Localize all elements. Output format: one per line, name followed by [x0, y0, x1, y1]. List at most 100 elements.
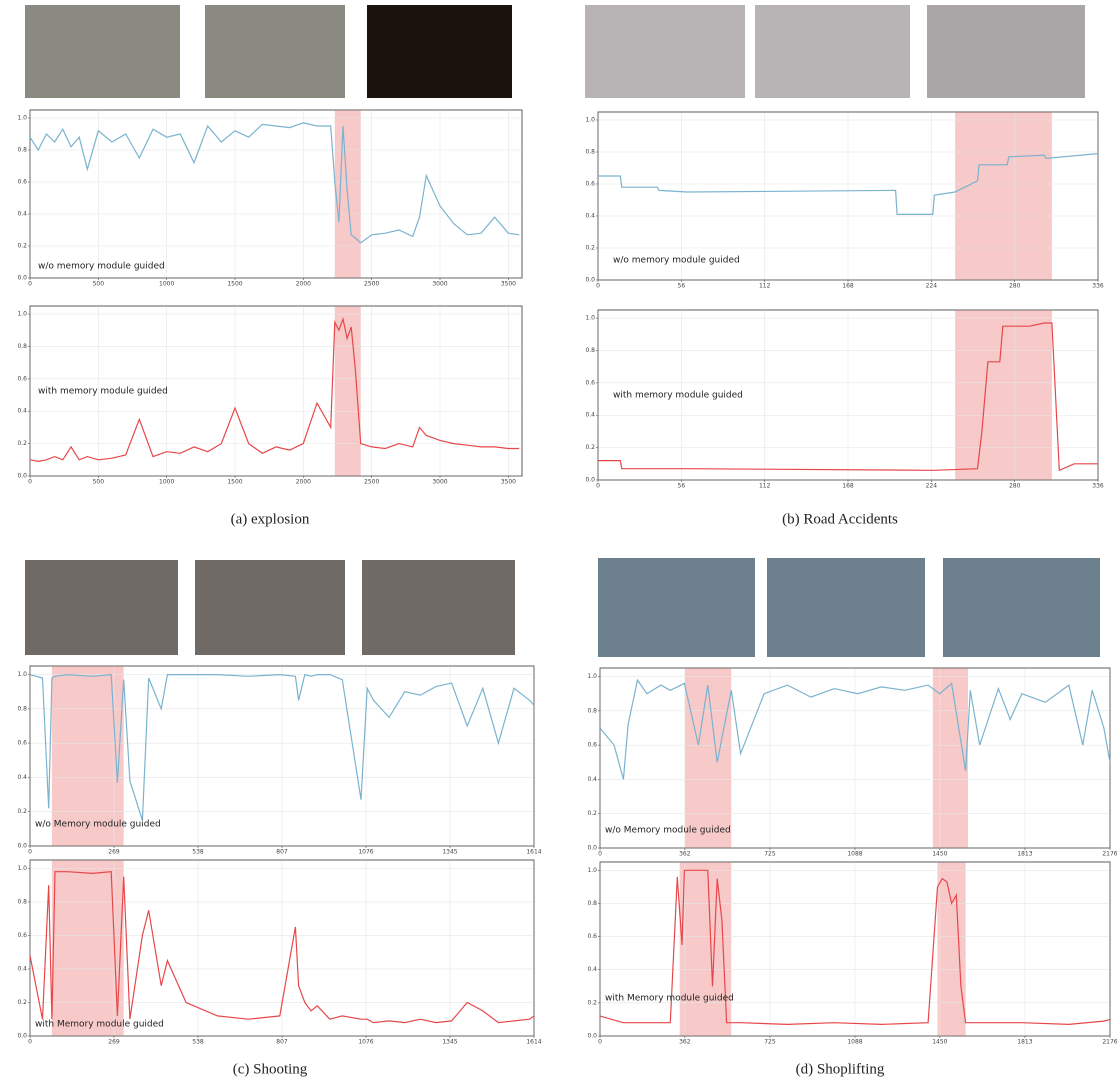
thumbnail — [755, 5, 910, 98]
y-tick-label: 0.8 — [17, 898, 27, 905]
x-tick-label: 1450 — [932, 1039, 947, 1046]
x-tick-label: 725 — [764, 1039, 776, 1046]
anomaly-region — [52, 860, 124, 1036]
x-tick-label: 1000 — [159, 479, 174, 486]
y-tick-label: 1.0 — [17, 865, 27, 872]
x-tick-label: 56 — [678, 483, 686, 490]
y-tick-label: 0.0 — [585, 277, 595, 284]
y-tick-label: 0.6 — [585, 181, 595, 188]
caption: (d) Shoplifting — [796, 1061, 885, 1077]
annotation: w/o Memory module guided — [605, 826, 731, 836]
annotation: w/o Memory module guided — [35, 820, 161, 830]
caption: (c) Shooting — [233, 1061, 308, 1077]
x-tick-label: 1345 — [442, 849, 457, 856]
x-tick-label: 2500 — [364, 281, 379, 288]
x-tick-label: 0 — [598, 851, 602, 858]
y-tick-label: 0.6 — [587, 933, 597, 940]
x-tick-label: 2176 — [1102, 1039, 1117, 1046]
figure: (a) explosion (b) Road Accidents (c) Shoot… — [0, 0, 1117, 1086]
y-tick-label: 0.0 — [17, 843, 27, 850]
y-tick-label: 0.0 — [17, 1033, 27, 1040]
y-tick-label: 0.0 — [587, 1033, 597, 1040]
x-tick-label: 1345 — [442, 1039, 457, 1046]
x-tick-label: 0 — [598, 1039, 602, 1046]
y-tick-label: 0.0 — [585, 477, 595, 484]
x-tick-label: 1076 — [358, 1039, 373, 1046]
y-tick-label: 0.6 — [17, 932, 27, 939]
x-tick-label: 224 — [926, 483, 938, 490]
y-tick-label: 1.0 — [17, 671, 27, 678]
y-tick-label: 0.2 — [587, 999, 597, 1006]
y-tick-label: 0.8 — [587, 900, 597, 907]
thumbnail — [195, 560, 345, 655]
x-tick-label: 1500 — [227, 479, 242, 486]
thumbnail — [767, 558, 925, 657]
y-tick-label: 1.0 — [17, 115, 27, 122]
y-tick-label: 0.8 — [585, 149, 595, 156]
x-tick-label: 2000 — [296, 281, 311, 288]
y-tick-label: 0.2 — [17, 243, 27, 250]
caption: (b) Road Accidents — [782, 511, 898, 527]
x-tick-label: 725 — [764, 851, 776, 858]
y-tick-label: 0.8 — [17, 343, 27, 350]
thumbnail — [25, 560, 178, 655]
x-tick-label: 269 — [108, 849, 120, 856]
x-tick-label: 0 — [28, 1039, 32, 1046]
thumbnail — [25, 5, 180, 98]
thumbnail — [943, 558, 1100, 657]
y-tick-label: 0.0 — [17, 275, 27, 282]
anomaly-region — [955, 112, 1052, 280]
x-tick-label: 224 — [926, 283, 938, 290]
y-tick-label: 0.0 — [17, 473, 27, 480]
y-tick-label: 0.8 — [17, 705, 27, 712]
thumbnail — [205, 5, 345, 98]
y-tick-label: 1.0 — [587, 673, 597, 680]
y-tick-label: 0.6 — [587, 742, 597, 749]
x-tick-label: 168 — [842, 483, 854, 490]
x-tick-label: 1813 — [1017, 1039, 1032, 1046]
y-tick-label: 0.2 — [585, 444, 595, 451]
x-tick-label: 362 — [679, 851, 691, 858]
x-tick-label: 0 — [28, 849, 32, 856]
page: {"captions": ["(a) explosion", "(b) Road… — [0, 0, 1117, 1086]
x-tick-label: 2176 — [1102, 851, 1117, 858]
y-tick-label: 0.8 — [587, 707, 597, 714]
x-tick-label: 168 — [842, 283, 854, 290]
x-tick-label: 3000 — [432, 281, 447, 288]
anomaly-region — [685, 668, 731, 848]
thumbnail — [362, 560, 515, 655]
x-tick-label: 280 — [1009, 283, 1021, 290]
y-tick-label: 0.2 — [17, 999, 27, 1006]
anomaly-region — [955, 310, 1052, 480]
x-tick-label: 3000 — [432, 479, 447, 486]
annotation: with Memory module guided — [605, 994, 734, 1004]
x-tick-label: 3500 — [501, 479, 516, 486]
y-tick-label: 0.4 — [587, 966, 597, 973]
x-tick-label: 362 — [679, 1039, 691, 1046]
y-tick-label: 0.2 — [585, 245, 595, 252]
y-tick-label: 0.6 — [585, 379, 595, 386]
x-tick-label: 807 — [276, 849, 288, 856]
x-tick-label: 2000 — [296, 479, 311, 486]
x-tick-label: 1813 — [1017, 851, 1032, 858]
x-tick-label: 0 — [596, 283, 600, 290]
y-tick-label: 0.4 — [17, 408, 27, 415]
y-tick-label: 0.4 — [587, 776, 597, 783]
x-tick-label: 336 — [1092, 283, 1104, 290]
x-tick-label: 280 — [1009, 483, 1021, 490]
caption: (a) explosion — [231, 511, 310, 527]
x-tick-label: 1450 — [932, 851, 947, 858]
x-tick-label: 538 — [192, 1039, 204, 1046]
x-tick-label: 269 — [108, 1039, 120, 1046]
x-tick-label: 500 — [93, 479, 105, 486]
annotation: with Memory module guided — [35, 1020, 164, 1030]
y-tick-label: 1.0 — [17, 311, 27, 318]
x-tick-label: 1614 — [526, 1039, 541, 1046]
x-tick-label: 3500 — [501, 281, 516, 288]
y-tick-label: 0.4 — [585, 412, 595, 419]
y-tick-label: 0.4 — [585, 213, 595, 220]
x-tick-label: 807 — [276, 1039, 288, 1046]
x-tick-label: 112 — [759, 283, 771, 290]
x-tick-label: 1614 — [526, 849, 541, 856]
y-tick-label: 0.6 — [17, 740, 27, 747]
